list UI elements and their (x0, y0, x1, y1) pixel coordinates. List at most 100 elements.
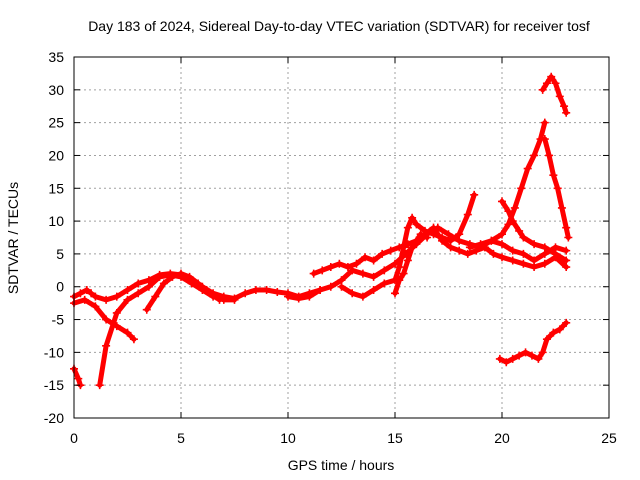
data-point (549, 171, 558, 180)
data-point (399, 269, 408, 278)
data-point (562, 318, 571, 327)
series-arc-2 (70, 295, 138, 344)
data-point (519, 259, 528, 268)
series-line (71, 366, 83, 388)
data-point (294, 294, 303, 303)
data-point (395, 276, 404, 285)
data-point (498, 197, 506, 206)
data-point (380, 279, 389, 288)
data-point (519, 249, 528, 258)
data-point (337, 282, 346, 291)
data-point (144, 282, 153, 291)
y-axis-label: SDTVAR / TECUs (5, 182, 21, 294)
data-point (202, 286, 211, 295)
data-point (378, 249, 387, 258)
data-point (399, 243, 408, 252)
data-point (549, 328, 558, 337)
data-point (391, 289, 399, 298)
y-tick-label: -5 (52, 312, 65, 328)
data-point (352, 259, 361, 268)
y-tick-label: -15 (44, 377, 64, 393)
y-tick-label: 35 (48, 49, 64, 65)
data-point (185, 272, 194, 281)
x-tick-label: 0 (70, 430, 78, 446)
data-point (495, 354, 504, 363)
data-point (502, 358, 511, 367)
data-point (553, 184, 562, 193)
data-point (112, 308, 121, 317)
data-point (251, 286, 260, 295)
data-point (412, 220, 421, 229)
data-point (123, 286, 132, 295)
data-point (545, 151, 554, 160)
series-arc-12 (540, 135, 573, 242)
data-point (504, 207, 513, 216)
data-point (508, 354, 517, 363)
data-point (562, 246, 571, 255)
data-point (517, 184, 526, 193)
y-tick-label: -10 (44, 344, 64, 360)
data-point (463, 210, 472, 219)
series-arc-5 (142, 269, 224, 314)
data-point (438, 233, 447, 242)
series-arc-8 (337, 190, 479, 301)
data-point (380, 266, 389, 275)
data-point (551, 249, 560, 258)
x-tick-label: 20 (494, 430, 510, 446)
data-point (455, 230, 464, 239)
data-point (538, 85, 547, 94)
data-point (80, 295, 89, 304)
data-point (241, 289, 250, 298)
data-point (510, 203, 519, 212)
data-point (408, 213, 417, 222)
data-point (159, 279, 168, 288)
axis-ticks (73, 56, 610, 419)
data-point (562, 108, 571, 117)
data-point (369, 256, 378, 265)
data-point (498, 253, 506, 262)
data-point (542, 79, 551, 88)
data-point (498, 230, 506, 239)
data-point (455, 246, 464, 255)
data-point (230, 295, 239, 304)
data-point (343, 263, 352, 272)
data-point (102, 295, 111, 304)
data-point (498, 240, 506, 249)
data-point (134, 279, 143, 288)
gridlines (74, 57, 609, 418)
data-point (429, 230, 438, 239)
x-tick-labels: 0 5 10 15 20 25 (70, 430, 617, 446)
data-point (155, 272, 164, 281)
data-point (416, 230, 425, 239)
data-point (168, 272, 177, 281)
data-point (91, 292, 100, 301)
data-point (358, 269, 367, 278)
data-point (465, 243, 474, 252)
y-tick-label: 30 (48, 82, 64, 98)
data-point (515, 351, 524, 360)
chart-title: Day 183 of 2024, Sidereal Day-to-day VTE… (88, 18, 590, 34)
data-point (423, 233, 432, 242)
data-point (489, 249, 498, 258)
data-point (326, 282, 335, 291)
data-point (134, 289, 143, 298)
data-point (386, 246, 395, 255)
data-point (463, 249, 472, 258)
data-point (95, 381, 104, 390)
data-point (87, 289, 96, 298)
data-point (361, 253, 370, 262)
plot-frame (73, 56, 610, 419)
data-point (403, 256, 412, 265)
y-tick-labels: -20 -15 -10 -5 0 5 10 15 20 25 30 35 (44, 49, 64, 426)
data-point (470, 190, 479, 199)
data-point (540, 118, 549, 127)
data-point (557, 203, 566, 212)
data-point (555, 325, 564, 334)
y-tick-label: 0 (56, 279, 64, 295)
data-point (521, 348, 530, 357)
data-point (508, 256, 517, 265)
data-point (142, 305, 151, 314)
data-point (348, 289, 357, 298)
data-point (515, 226, 524, 235)
